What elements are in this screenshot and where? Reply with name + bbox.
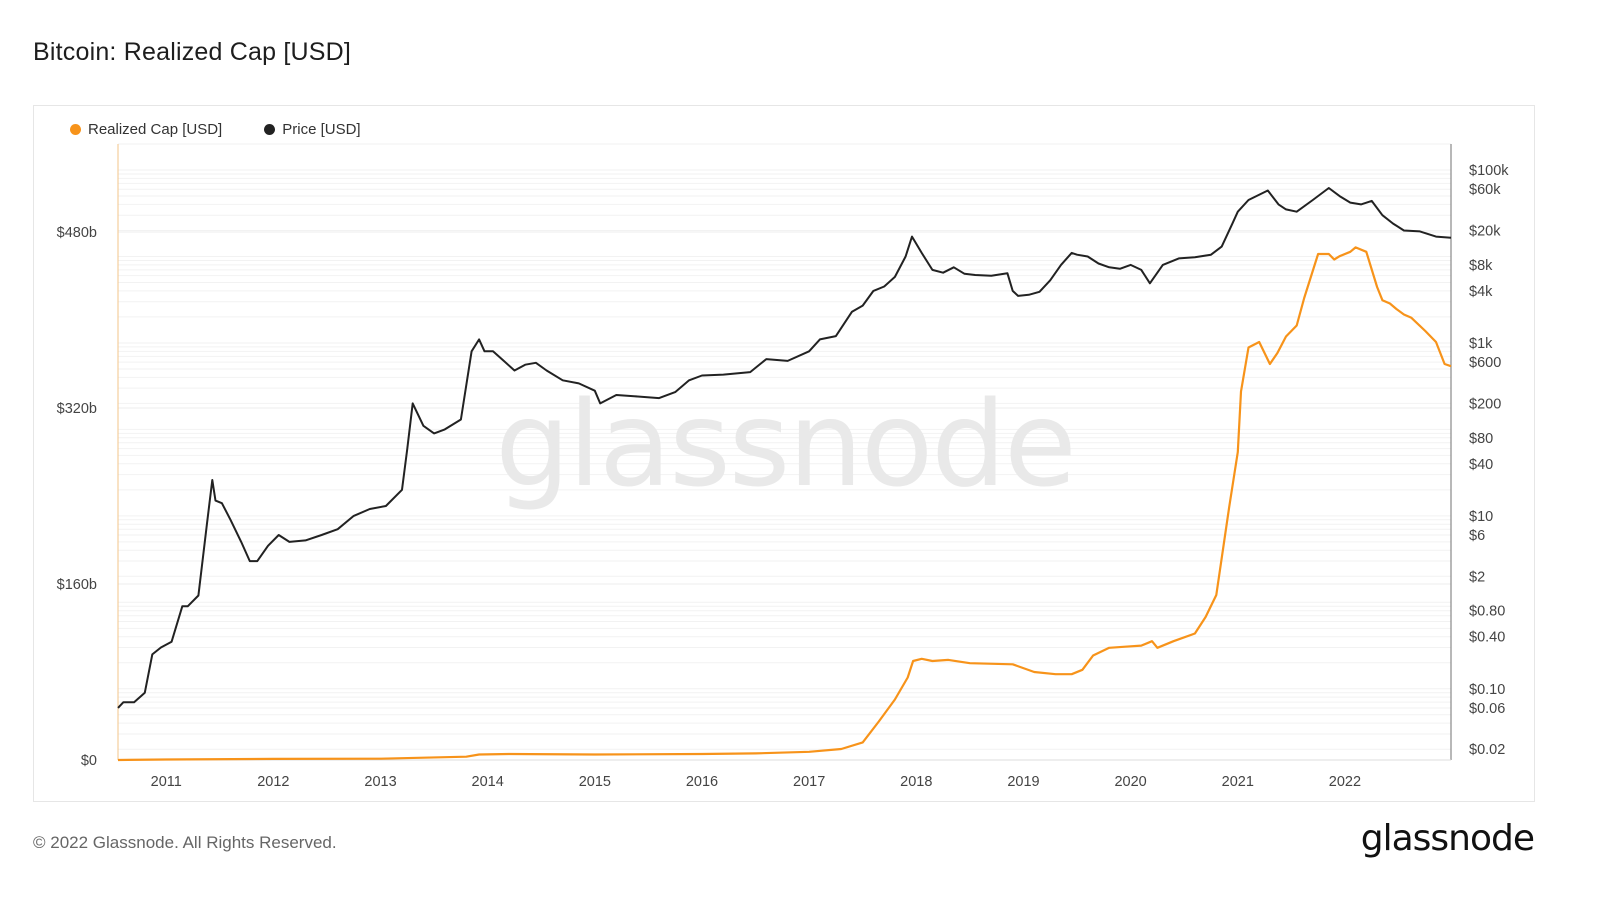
x-axis-tick-label: 2017 (793, 774, 825, 790)
right-axis-tick-label: $60k (1469, 182, 1501, 198)
chart-legend: Realized Cap [USD] Price [USD] (70, 121, 361, 138)
legend-item-price[interactable]: Price [USD] (264, 121, 361, 138)
x-axis-tick-label: 2022 (1329, 774, 1361, 790)
right-axis-tick-label: $0.06 (1469, 701, 1505, 717)
x-axis-tick-label: 2020 (1114, 774, 1146, 790)
x-axis-tick-label: 2013 (364, 774, 396, 790)
x-axis-tick-label: 2016 (686, 774, 718, 790)
legend-realized-cap-swatch (70, 124, 81, 135)
legend-item-realized-cap[interactable]: Realized Cap [USD] (70, 121, 222, 138)
series-line-realized-cap (117, 246, 1452, 762)
series-line-price (117, 187, 1452, 709)
right-axis-tick-label: $6 (1469, 528, 1485, 544)
right-axis-tick-label: $200 (1469, 396, 1501, 412)
footer-copyright: © 2022 Glassnode. All Rights Reserved. (33, 833, 337, 852)
left-axis-tick-label: $0 (81, 753, 97, 769)
right-axis-tick-label: $0.40 (1469, 630, 1505, 646)
right-axis-tick-label: $1k (1469, 336, 1493, 352)
right-axis-tick-label: $40 (1469, 457, 1493, 473)
x-axis-tick-label: 2021 (1222, 774, 1254, 790)
right-axis-tick-label: $10 (1469, 509, 1493, 525)
legend-price-swatch (264, 124, 276, 135)
right-axis-tick-label: $8k (1469, 258, 1493, 274)
left-axis-tick-label: $320b (57, 401, 97, 417)
legend-price-label: Price [USD] (282, 121, 361, 138)
chart-panel (33, 105, 1535, 802)
x-axis-tick-label: 2019 (1007, 774, 1039, 790)
right-axis-tick-label: $600 (1469, 355, 1501, 371)
x-axis-tick-label: 2014 (472, 774, 504, 790)
glassnode-logo: glassnode (1360, 818, 1535, 859)
right-axis-tick-label: $100k (1469, 163, 1509, 179)
right-axis-tick-label: $2 (1469, 569, 1485, 585)
watermark-text: glassnode (495, 375, 1074, 513)
x-axis-tick-label: 2015 (579, 774, 611, 790)
page-title: Bitcoin: Realized Cap [USD] (33, 38, 352, 66)
x-axis-tick-label: 2011 (151, 774, 182, 790)
right-axis-tick-label: $0.80 (1469, 604, 1505, 620)
right-axis-tick-label: $0.02 (1469, 742, 1505, 758)
right-axis-tick-label: $20k (1469, 223, 1501, 239)
right-axis-tick-label: $80 (1469, 431, 1493, 447)
right-axis-tick-label: $0.10 (1469, 682, 1505, 698)
x-axis-tick-label: 2018 (900, 774, 932, 790)
x-axis-tick-label: 2012 (257, 774, 289, 790)
left-axis-tick-label: $480b (57, 225, 97, 241)
right-axis-tick-label: $4k (1469, 284, 1493, 300)
legend-realized-cap-label: Realized Cap [USD] (88, 121, 223, 138)
left-axis-tick-label: $160b (57, 577, 97, 593)
